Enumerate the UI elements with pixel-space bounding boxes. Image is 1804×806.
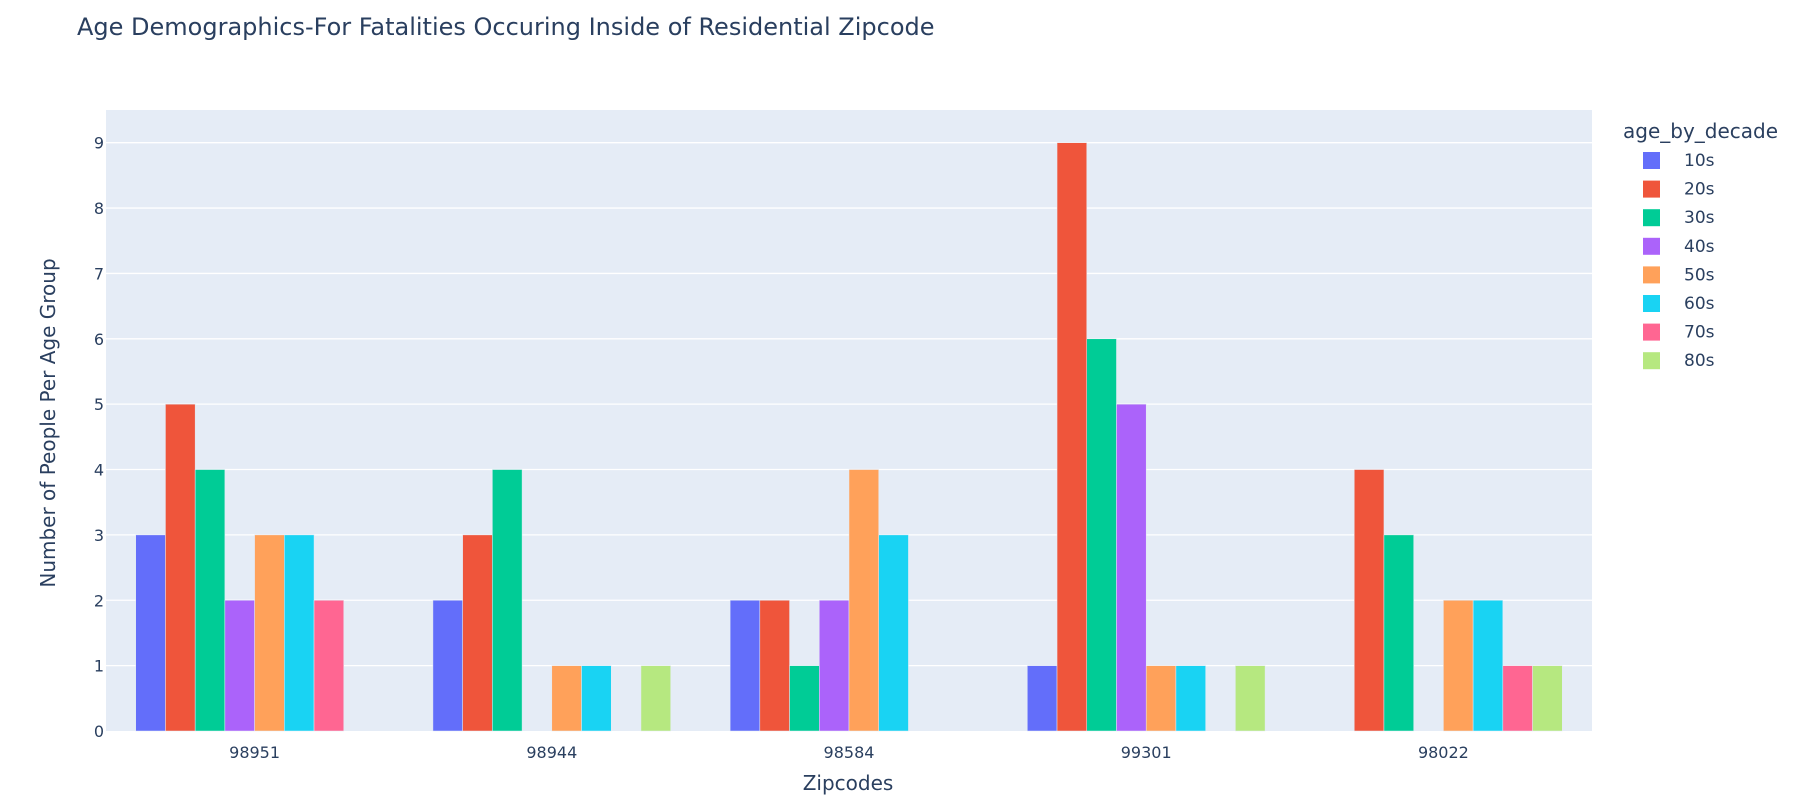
legend-label: 10s bbox=[1684, 151, 1715, 171]
legend-label: 60s bbox=[1684, 294, 1715, 314]
bar-10s-98584[interactable] bbox=[729, 600, 761, 732]
bar-20s-98022[interactable] bbox=[1353, 469, 1385, 732]
bar-80s-98022[interactable] bbox=[1532, 665, 1563, 732]
legend-label: 70s bbox=[1684, 323, 1715, 343]
bar-20s-98951[interactable] bbox=[165, 403, 196, 732]
x-tick-label: 98944 bbox=[526, 743, 577, 762]
bars bbox=[135, 142, 1563, 732]
bar-60s-98022[interactable] bbox=[1472, 600, 1504, 732]
x-tick-label: 98022 bbox=[1418, 743, 1469, 762]
x-tick-label: 98584 bbox=[824, 743, 875, 762]
legend-label: 80s bbox=[1684, 351, 1715, 371]
bar-50s-98022[interactable] bbox=[1443, 600, 1474, 732]
bar-20s-98584[interactable] bbox=[759, 600, 790, 732]
y-tick-label: 5 bbox=[94, 395, 104, 414]
legend-swatch bbox=[1643, 152, 1660, 169]
y-tick-label: 6 bbox=[94, 330, 104, 349]
legend-title: age_by_decade bbox=[1623, 119, 1778, 143]
x-tick-label: 99301 bbox=[1121, 743, 1172, 762]
bar-60s-99301[interactable] bbox=[1175, 665, 1206, 732]
bar-20s-99301[interactable] bbox=[1056, 142, 1088, 732]
bar-70s-98022[interactable] bbox=[1502, 665, 1533, 732]
legend-item-60s[interactable]: 60s bbox=[1643, 294, 1715, 314]
bar-70s-98951[interactable] bbox=[313, 600, 345, 732]
bar-30s-99301[interactable] bbox=[1086, 338, 1117, 732]
legend-item-80s[interactable]: 80s bbox=[1643, 351, 1715, 371]
bar-50s-99301[interactable] bbox=[1145, 665, 1177, 732]
legend-swatch bbox=[1643, 323, 1660, 341]
legend-swatch bbox=[1643, 209, 1660, 227]
legend-label: 40s bbox=[1684, 237, 1715, 257]
y-tick-label: 8 bbox=[94, 199, 104, 218]
y-axis-ticks: 0 1 2 3 4 5 6 7 8 9 bbox=[94, 134, 104, 741]
y-tick-label: 4 bbox=[94, 461, 104, 480]
legend-item-20s[interactable]: 20s bbox=[1643, 180, 1715, 200]
bar-80s-99301[interactable] bbox=[1235, 665, 1266, 732]
x-tick-label: 98951 bbox=[229, 743, 280, 762]
legend-label: 50s bbox=[1684, 265, 1715, 285]
legend-item-10s[interactable]: 10s bbox=[1643, 151, 1715, 171]
legend-item-70s[interactable]: 70s bbox=[1643, 323, 1715, 343]
legend[interactable]: age_by_decade 10s 20s 30s 40s 50s 60s 70s 80s bbox=[1623, 119, 1778, 371]
y-tick-label: 7 bbox=[94, 264, 104, 283]
legend-swatch bbox=[1643, 266, 1660, 284]
bar-40s-99301[interactable] bbox=[1116, 403, 1147, 732]
bar-30s-98944[interactable] bbox=[492, 469, 523, 732]
chart-title: Age Demographics-For Fatalities Occuring… bbox=[77, 13, 935, 41]
legend-item-40s[interactable]: 40s bbox=[1643, 237, 1715, 257]
bar-60s-98944[interactable] bbox=[581, 665, 612, 732]
y-tick-label: 0 bbox=[94, 722, 104, 741]
legend-swatch bbox=[1643, 180, 1660, 198]
y-axis-title: Number of People Per Age Group bbox=[36, 258, 60, 587]
bar-60s-98951[interactable] bbox=[284, 534, 315, 732]
bar-10s-99301[interactable] bbox=[1027, 665, 1058, 732]
bar-40s-98951[interactable] bbox=[224, 600, 255, 732]
x-axis-title: Zipcodes bbox=[803, 771, 894, 795]
bar-30s-98584[interactable] bbox=[789, 665, 820, 732]
y-tick-label: 3 bbox=[94, 526, 104, 545]
legend-label: 20s bbox=[1684, 180, 1715, 200]
y-tick-label: 9 bbox=[94, 134, 104, 153]
y-tick-label: 2 bbox=[94, 591, 104, 610]
bar-10s-98944[interactable] bbox=[432, 600, 463, 732]
bar-60s-98584[interactable] bbox=[878, 534, 909, 732]
bar-10s-98951[interactable] bbox=[135, 534, 166, 732]
bar-50s-98951[interactable] bbox=[254, 534, 285, 732]
bar-40s-98584[interactable] bbox=[819, 600, 850, 732]
bar-20s-98944[interactable] bbox=[462, 534, 493, 732]
legend-item-30s[interactable]: 30s bbox=[1643, 208, 1715, 228]
bar-30s-98951[interactable] bbox=[194, 469, 226, 732]
y-tick-label: 1 bbox=[94, 657, 104, 676]
x-axis-ticks: 98951 98944 98584 99301 98022 bbox=[229, 743, 1469, 762]
bar-50s-98584[interactable] bbox=[848, 469, 879, 732]
legend-label: 30s bbox=[1684, 208, 1715, 228]
legend-swatch bbox=[1643, 352, 1660, 370]
legend-item-50s[interactable]: 50s bbox=[1643, 265, 1715, 285]
bar-80s-98944[interactable] bbox=[640, 665, 671, 732]
legend-swatch bbox=[1643, 295, 1660, 312]
bar-50s-98944[interactable] bbox=[551, 665, 582, 732]
legend-swatch bbox=[1643, 237, 1660, 255]
bar-30s-98022[interactable] bbox=[1383, 534, 1414, 732]
